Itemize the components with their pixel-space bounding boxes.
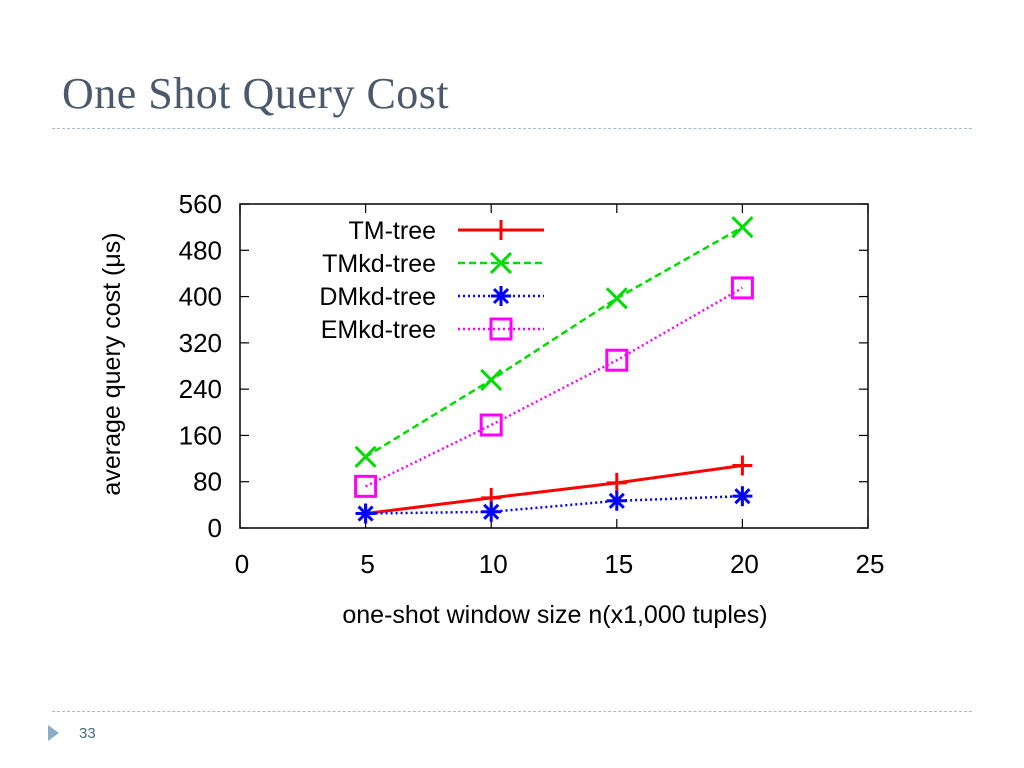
footer-divider <box>52 711 972 712</box>
data-point-TMkd-tree <box>605 287 628 310</box>
data-point-TMkd-tree <box>480 368 503 391</box>
data-point-TMkd-tree-d2 <box>731 216 754 239</box>
slide-title: One Shot Query Cost <box>62 69 450 118</box>
y-tick-label: 400 <box>179 282 222 312</box>
data-point-DMkd-tree <box>732 486 753 507</box>
data-point-DMkd-tree <box>355 503 376 524</box>
legend-marker-TM-tree <box>491 220 511 240</box>
x-axis-label: one-shot window size n(x1,000 tuples) <box>342 601 767 629</box>
legend-marker-DMkd-tree <box>491 286 511 306</box>
data-point-DMkd-tree <box>606 490 627 511</box>
data-point-TMkd-tree-d2 <box>605 287 628 310</box>
y-tick-label: 480 <box>179 235 222 265</box>
data-point-DMkd-tree-d2 <box>734 488 751 505</box>
data-point-EMkd-tree <box>605 348 629 372</box>
data-point-DMkd-tree-d2 <box>608 492 625 509</box>
data-point-EMkd-tree-box <box>605 348 629 372</box>
data-point-TM-tree <box>606 472 627 493</box>
legend-label-TM-tree: TM-tree <box>349 217 437 245</box>
legend-marker-DMkd-tree-d2 <box>492 287 510 305</box>
slide-footer: 33 <box>48 722 96 744</box>
slide-number: 33 <box>79 724 96 742</box>
data-point-EMkd-tree <box>354 474 378 498</box>
y-tick-label: 240 <box>179 374 222 404</box>
data-point-EMkd-tree-box <box>354 474 378 498</box>
series-line-EMkd-tree <box>365 286 744 488</box>
legend-marker-EMkd-tree-box <box>489 317 513 341</box>
plot-area: 0 80 160 240 320 400 480 560 0 5 10 15 20 25 one-shot … <box>98 189 884 629</box>
data-point-TM-tree <box>732 455 753 476</box>
x-tick-label: 25 <box>856 549 885 579</box>
triangle-bullet-icon <box>48 725 59 741</box>
y-tick-label: 80 <box>193 467 222 497</box>
data-point-TMkd-tree-d2 <box>354 445 377 468</box>
x-tick-label: 0 <box>235 549 249 579</box>
legend-label-DMkd-tree: DMkd-tree <box>319 283 436 311</box>
data-point-DMkd-tree-d2 <box>357 505 374 522</box>
series-line-DMkd-tree <box>365 494 743 515</box>
data-point-TMkd-tree <box>354 445 377 468</box>
legend-label-TMkd-tree: TMkd-tree <box>322 250 436 278</box>
title-divider <box>52 128 972 129</box>
chart: 0 80 160 240 320 400 480 560 0 5 10 15 20 25 one-shot … <box>98 189 884 629</box>
data-point-DMkd-tree-d2 <box>483 503 500 520</box>
legend-marker-TMkd-tree-d2 <box>489 251 513 275</box>
y-tick-label: 320 <box>179 328 222 358</box>
series-line-TMkd-tree <box>364 226 744 458</box>
legend-marker-TMkd-tree <box>489 251 513 275</box>
x-tick-label: 10 <box>479 549 508 579</box>
data-point-EMkd-tree-box <box>730 276 754 300</box>
y-tick-label: 560 <box>179 189 222 219</box>
legend-marker-EMkd-tree <box>489 317 513 341</box>
x-tick-label: 15 <box>604 549 633 579</box>
data-point-EMkd-tree-box <box>479 413 503 437</box>
data-point-EMkd-tree <box>730 276 754 300</box>
data-point-TMkd-tree <box>731 216 754 239</box>
data-point-DMkd-tree <box>481 501 502 522</box>
data-point-EMkd-tree <box>479 413 503 437</box>
data-point-TMkd-tree-d2 <box>480 368 503 391</box>
y-axis-label: average query cost (μs) <box>98 232 126 495</box>
legend-label-EMkd-tree: EMkd-tree <box>321 316 436 344</box>
x-tick-label: 5 <box>360 549 374 579</box>
x-tick-label: 20 <box>730 549 759 579</box>
y-tick-label: 160 <box>179 420 222 450</box>
series-line-TM-tree <box>365 464 743 516</box>
y-tick-label: 0 <box>208 513 222 543</box>
plot-frame <box>239 203 869 529</box>
